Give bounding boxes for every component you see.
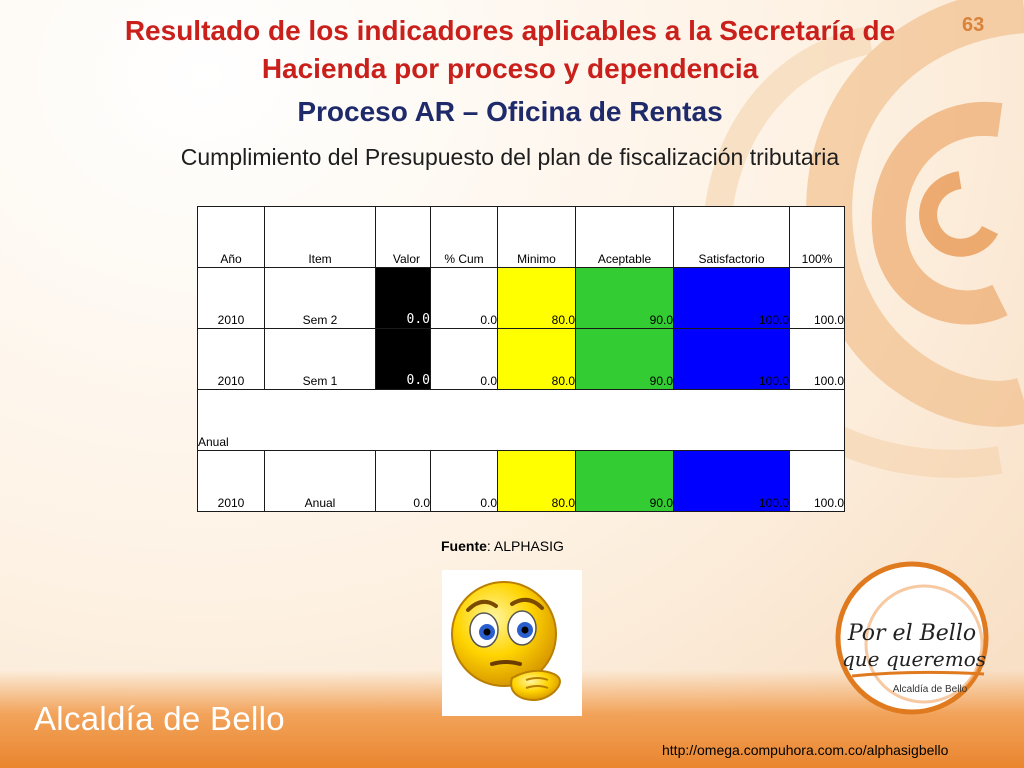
cell-satisfactorio: 100.0: [673, 328, 790, 390]
cell-valor: 0.0: [375, 450, 431, 512]
header-aceptable: Aceptable: [575, 206, 674, 268]
section-label-anual: Anual: [197, 389, 845, 451]
por-el-bello-logo: Por el Bello que queremos Alcaldía de Be…: [835, 561, 989, 715]
header-minimo: Minimo: [497, 206, 576, 268]
cell-satisfactorio: 100.0: [673, 267, 790, 329]
source-note: Fuente: ALPHASIG: [441, 538, 564, 554]
header-item: Item: [264, 206, 376, 268]
cell-aceptable: 90.0: [575, 328, 674, 390]
cell-aceptable: 90.0: [575, 450, 674, 512]
header-satisfactorio: Satisfactorio: [673, 206, 790, 268]
logo-line-3: Alcaldía de Bello: [893, 684, 968, 695]
cell-item: Anual: [264, 450, 376, 512]
title-line-1: Resultado de los indicadores aplicables …: [124, 15, 896, 46]
header-cum: % Cum: [430, 206, 498, 268]
slide-title: Resultado de los indicadores aplicables …: [60, 12, 960, 88]
page-number: 63: [962, 14, 985, 36]
process-title: Proceso AR – Oficina de Rentas: [297, 96, 723, 127]
table-row: 2010 Anual 0.0 0.0 80.0 90.0 100.0 100.0: [197, 450, 845, 512]
cell-valor: 0.0: [375, 328, 431, 390]
cell-cum: 0.0: [430, 328, 498, 390]
alcaldia-de-bello-logo: Alcaldía de Bello: [34, 700, 285, 737]
logo-line-2: que queremos: [842, 647, 986, 671]
table-row: 2010 Sem 2 0.0 0.0 80.0 90.0 100.0 100.0: [197, 267, 845, 329]
cell-anio: 2010: [197, 267, 265, 329]
thinking-emoji-frame: [442, 570, 582, 716]
cell-satisfactorio: 100.0: [673, 450, 790, 512]
cell-cum: 0.0: [430, 450, 498, 512]
thinking-face-icon: [451, 581, 561, 701]
cell-100: 100.0: [789, 267, 845, 329]
cell-anio: 2010: [197, 328, 265, 390]
source-url[interactable]: http://omega.compuhora.com.co/alphasigbe…: [662, 742, 949, 758]
logo-line-1: Por el Bello: [847, 621, 976, 646]
cell-item: Sem 2: [264, 267, 376, 329]
cell-valor: 0.0: [375, 267, 431, 329]
table-row: 2010 Sem 1 0.0 0.0 80.0 90.0 100.0 100.0: [197, 328, 845, 390]
header-100: 100%: [789, 206, 845, 268]
cell-100: 100.0: [789, 450, 845, 512]
cell-cum: 0.0: [430, 267, 498, 329]
source-label: Fuente: [441, 538, 487, 554]
header-valor: Valor: [375, 206, 431, 268]
source-value: : ALPHASIG: [486, 538, 564, 554]
cell-minimo: 80.0: [497, 267, 576, 329]
indicator-subtitle: Cumplimiento del Presupuesto del plan de…: [180, 144, 840, 170]
cell-aceptable: 90.0: [575, 267, 674, 329]
indicator-table: Año Item Valor % Cum Minimo Aceptable Sa…: [197, 206, 845, 512]
title-line-2: Hacienda por proceso y dependencia: [261, 53, 759, 84]
cell-minimo: 80.0: [497, 450, 576, 512]
cell-100: 100.0: [789, 328, 845, 390]
header-anio: Año: [197, 206, 265, 268]
cell-item: Sem 1: [264, 328, 376, 390]
table-section-row: Anual: [197, 389, 845, 451]
table-header-row: Año Item Valor % Cum Minimo Aceptable Sa…: [197, 206, 845, 268]
cell-anio: 2010: [197, 450, 265, 512]
cell-minimo: 80.0: [497, 328, 576, 390]
